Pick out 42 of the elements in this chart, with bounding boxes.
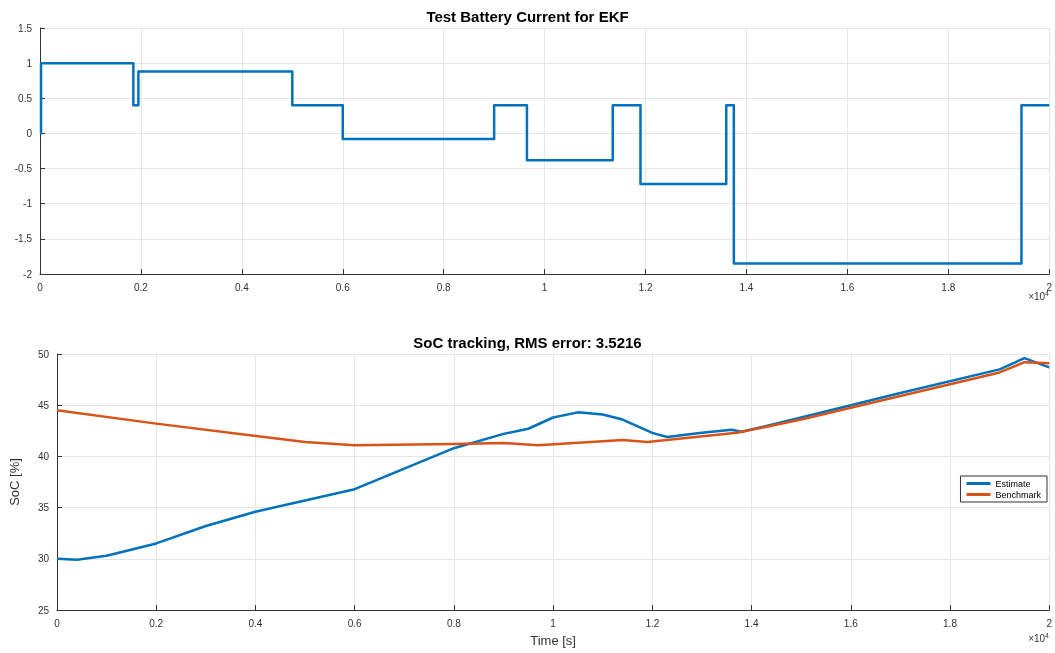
chart-title: Test Battery Current for EKF [426, 8, 629, 25]
x-tick-label: 0.2 [149, 617, 164, 629]
x-tick-label: 0.8 [446, 617, 462, 629]
chart-title: SoC tracking, RMS error: 3.5216 [413, 334, 642, 351]
x-tick-label: 1.8 [941, 281, 956, 293]
x-tick-label: 1.8 [943, 617, 958, 629]
x-tick-label: 0.6 [347, 617, 363, 629]
x-tick-label: 2 [1046, 281, 1053, 293]
x-axis-title: Time [s] [530, 633, 576, 648]
legend-label: Benchmark [995, 489, 1042, 500]
y-tick-label: -0.5 [14, 163, 33, 175]
x-tick-label: 0.8 [436, 281, 452, 293]
y-axis-title: SoC [%] [7, 458, 22, 506]
y-tick-label: 30 [37, 553, 50, 565]
x-tick-label: 1.4 [739, 281, 754, 293]
line-series [55, 360, 1051, 447]
y-tick-label: 1.5 [18, 22, 33, 34]
x-tick-label: 1.2 [645, 617, 660, 629]
y-tick-label: -1 [23, 198, 33, 210]
y-tick-label: -1.5 [14, 233, 33, 245]
y-tick-label: 1 [26, 57, 33, 69]
x-tick-label: 0.4 [234, 281, 250, 293]
y-tick-label: 35 [37, 502, 50, 514]
x-tick-label: 1 [541, 281, 548, 293]
y-tick-label: 40 [37, 450, 50, 462]
x-tick-label: 1.4 [744, 617, 759, 629]
x-tick-label: 1 [550, 617, 557, 629]
x-tick-label: 0.4 [248, 617, 263, 629]
x-tick-label: 1.2 [638, 281, 653, 293]
y-tick-label: 0 [26, 127, 33, 139]
x-tick-label: 1.6 [840, 281, 855, 293]
y-tick-label: -2 [23, 268, 33, 280]
y-tick-label: 0.5 [18, 92, 33, 104]
y-tick-label: 50 [37, 348, 50, 360]
x-tick-label: 0.2 [133, 281, 149, 293]
y-tick-label: 45 [37, 399, 50, 411]
legend-label: Estimate [995, 478, 1031, 489]
x-tick-label: 1.6 [843, 617, 859, 629]
x-tick-label: 2 [1046, 617, 1053, 629]
x-tick-label: 0.6 [335, 281, 351, 293]
y-tick-label: 25 [37, 604, 50, 616]
x-tick-label: 0 [54, 617, 61, 629]
